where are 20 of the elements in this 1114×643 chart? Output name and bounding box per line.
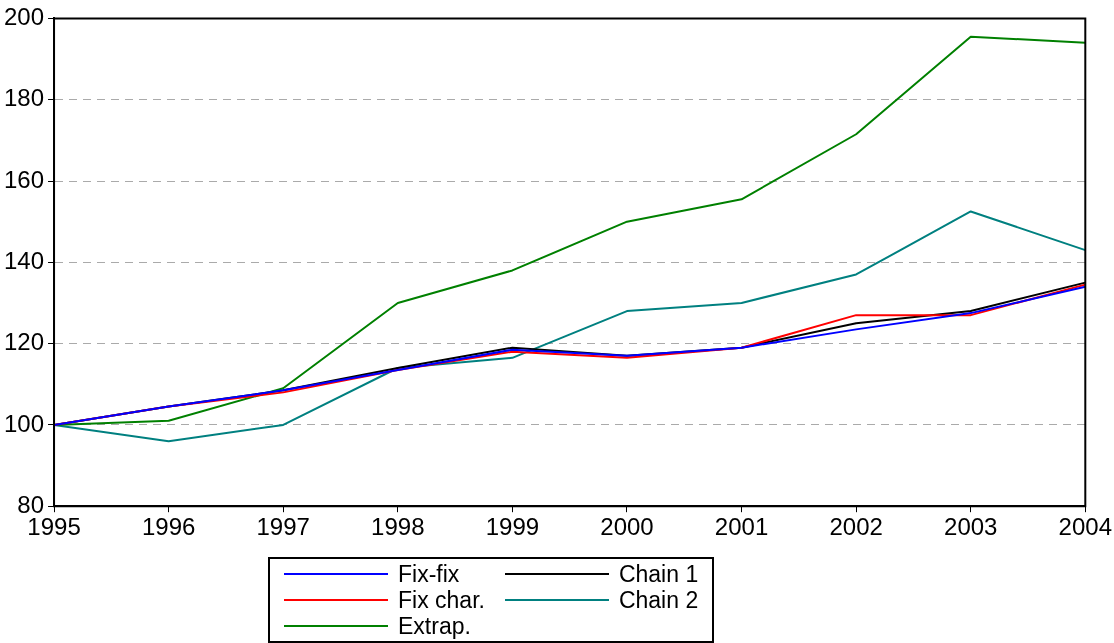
legend-label: Chain 1 [618,560,699,588]
y-tick-label: 120 [4,328,45,356]
x-tick-label: 1996 [141,513,196,541]
legend-label: Fix char. [398,586,485,614]
x-tick-label: 2004 [1058,513,1112,541]
y-tick-label: 100 [4,409,45,437]
y-tick-label: 140 [4,246,45,274]
y-tick-label: 200 [4,3,45,31]
legend-label: Extrap. [398,612,471,640]
y-tick-label: 180 [4,84,45,112]
x-tick-label: 2000 [600,513,654,541]
x-tick-label: 1999 [485,513,540,541]
legend-label: Chain 2 [618,586,699,614]
x-tick-label: 2002 [829,513,883,541]
x-tick-label: 1997 [256,513,310,541]
x-tick-label: 2003 [944,513,998,541]
y-tick-label: 160 [4,165,45,193]
x-tick-label: 1998 [371,513,425,541]
legend-label: Fix-fix [398,560,460,588]
x-tick-label: 2001 [714,513,769,541]
